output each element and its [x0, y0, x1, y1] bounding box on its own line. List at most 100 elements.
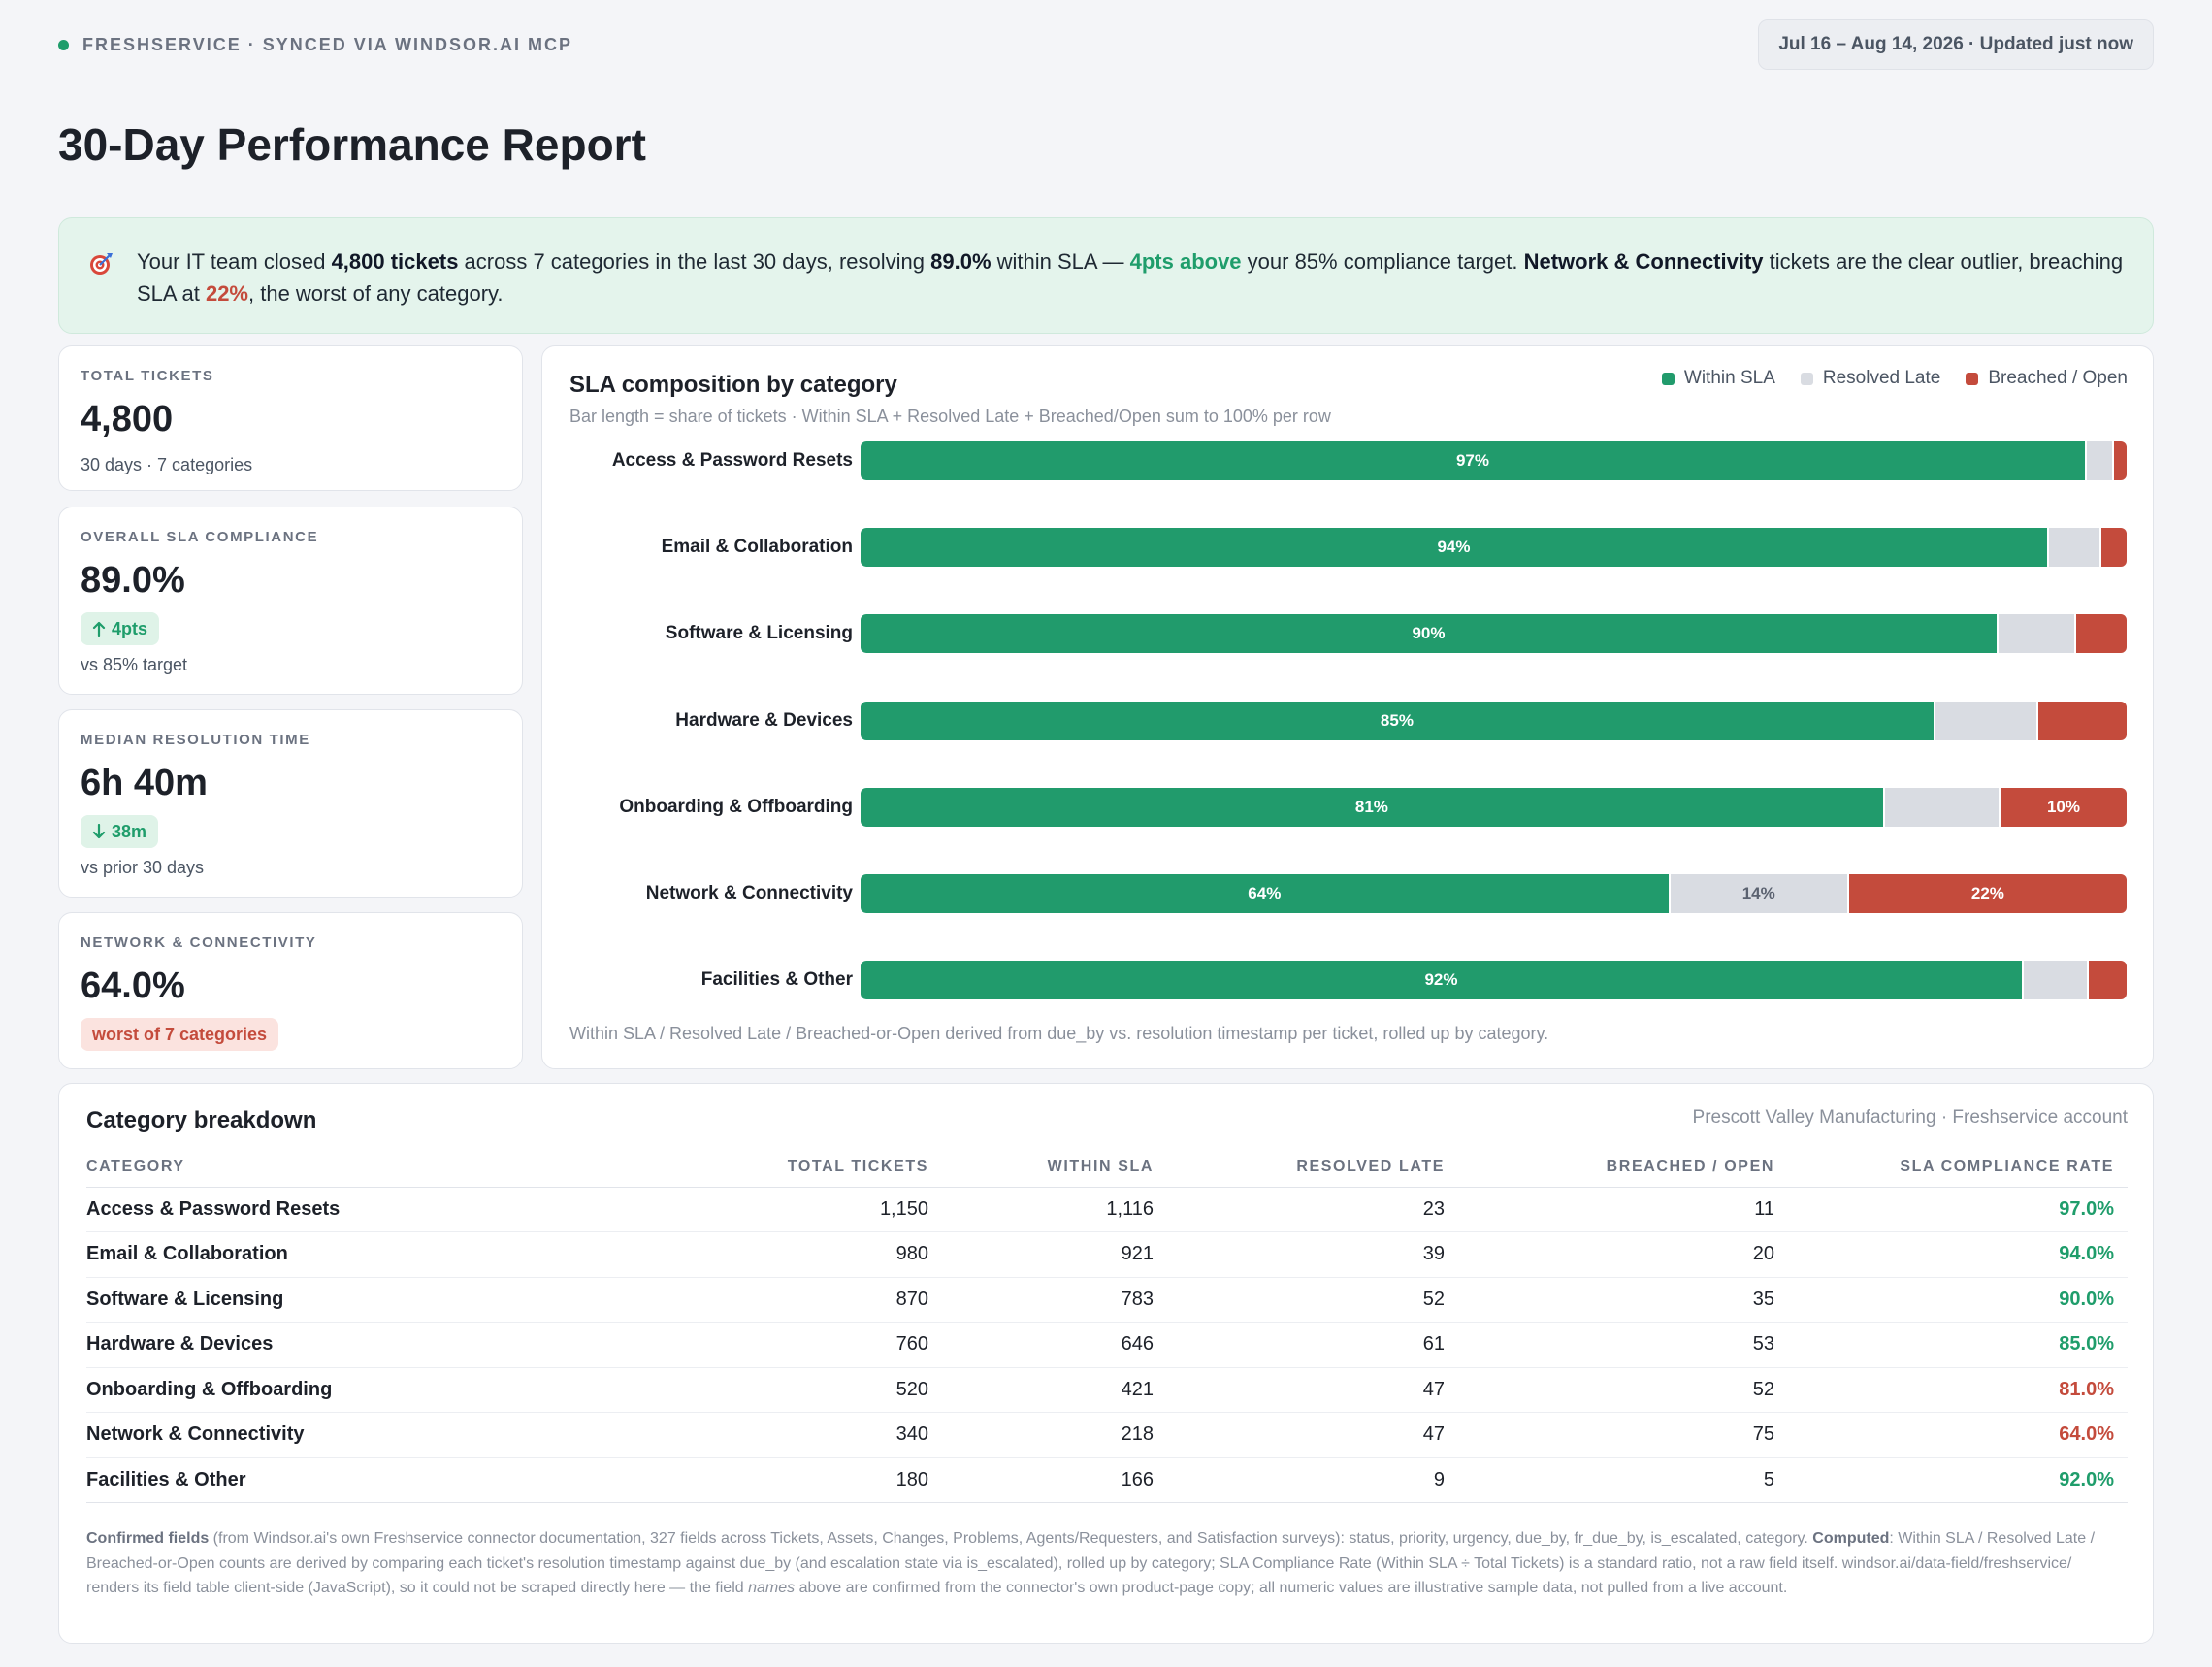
bar-segment-within[interactable]: 64% — [861, 874, 1669, 913]
bar-row: Access & Password Resets 97% — [542, 441, 2153, 480]
top-bar: FRESHSERVICE · SYNCED VIA WINDSOR.AI MCP… — [58, 19, 2154, 72]
bar-segment-within[interactable]: 97% — [861, 441, 2085, 480]
category-label: Network & Connectivity — [645, 883, 853, 903]
category-breakdown-table: CATEGORY TOTAL TICKETS WITHIN SLA RESOLV… — [86, 1148, 2128, 1503]
chart-subtitle: Bar length = share of tickets · Within S… — [569, 407, 1331, 426]
numeric-cell: 23 — [1167, 1187, 1458, 1232]
legend-item: Breached / Open — [1966, 368, 2128, 389]
table-row[interactable]: Facilities & Other 180 166 9 5 92.0% — [86, 1457, 2128, 1503]
bar-segment-within[interactable]: 81% — [861, 787, 1883, 827]
numeric-cell: 47 — [1167, 1412, 1458, 1458]
bar-segment-within[interactable]: 85% — [861, 701, 1934, 740]
data-notes: Confirmed fields (from Windsor.ai's own … — [86, 1530, 2096, 1596]
sync-source: FRESHSERVICE · SYNCED VIA WINDSOR.AI MCP — [58, 35, 572, 55]
bar-row: Email & Collaboration 94% — [542, 528, 2153, 568]
category-cell: Hardware & Devices — [86, 1322, 591, 1368]
table-row[interactable]: Hardware & Devices 760 646 61 53 85.0% — [86, 1322, 2128, 1368]
column-header[interactable]: BREACHED / OPEN — [1458, 1148, 1788, 1188]
date-range-badge[interactable]: Jul 16 – Aug 14, 2026 · Updated just now — [1758, 19, 2154, 70]
bar-segment-late[interactable] — [2048, 528, 2099, 568]
bar-segment-breach[interactable] — [2075, 614, 2127, 654]
category-cell: Access & Password Resets — [86, 1187, 591, 1232]
bar-segment-within[interactable]: 94% — [861, 528, 2047, 568]
compliance-rate-cell: 64.0% — [1788, 1412, 2128, 1458]
kpi-label: NETWORK & CONNECTIVITY — [81, 934, 317, 951]
numeric-cell: 760 — [591, 1322, 942, 1368]
numeric-cell: 166 — [942, 1457, 1167, 1503]
kpi-label: MEDIAN RESOLUTION TIME — [81, 732, 310, 748]
bar-segment-within[interactable]: 92% — [861, 961, 2022, 1000]
category-label: Access & Password Resets — [611, 450, 853, 471]
column-header[interactable]: SLA COMPLIANCE RATE — [1788, 1148, 2128, 1188]
sla-composition-chart: SLA composition by category Bar length =… — [541, 345, 2154, 1069]
stacked-bar[interactable]: 81% 10% — [861, 787, 2127, 827]
bar-segment-breach[interactable]: 10% — [2000, 787, 2127, 827]
numeric-cell: 20 — [1458, 1231, 1788, 1278]
bar-segment-late[interactable] — [2023, 961, 2087, 1000]
bar-segment-late[interactable] — [1935, 701, 2036, 740]
numeric-cell: 1,150 — [591, 1187, 942, 1232]
column-header[interactable]: WITHIN SLA — [942, 1148, 1167, 1188]
numeric-cell: 421 — [942, 1367, 1167, 1413]
legend-swatch — [1661, 372, 1675, 385]
summary-text: Your IT team closed 4,800 tickets across… — [137, 249, 2124, 306]
stacked-bar[interactable]: 94% — [861, 528, 2127, 568]
sla-rate-highlight: 89.0% — [930, 249, 992, 274]
numeric-cell: 520 — [591, 1367, 942, 1413]
numeric-cell: 340 — [591, 1412, 942, 1458]
bar-segment-late[interactable] — [2086, 441, 2112, 480]
kpi-subtext: 30 days · 7 categories — [81, 455, 253, 474]
stacked-bar[interactable]: 85% — [861, 701, 2127, 740]
column-header[interactable]: TOTAL TICKETS — [591, 1148, 942, 1188]
stacked-bar[interactable]: 92% — [861, 961, 2127, 1000]
compliance-rate-cell: 94.0% — [1788, 1231, 2128, 1278]
numeric-cell: 75 — [1458, 1412, 1788, 1458]
numeric-cell: 39 — [1167, 1231, 1458, 1278]
column-header[interactable]: RESOLVED LATE — [1167, 1148, 1458, 1188]
table-row[interactable]: Network & Connectivity 340 218 47 75 64.0% — [86, 1412, 2128, 1458]
numeric-cell: 870 — [591, 1277, 942, 1323]
stacked-bar[interactable]: 64% 14% 22% — [861, 874, 2127, 913]
numeric-cell: 921 — [942, 1231, 1167, 1278]
sync-status-dot-icon — [58, 40, 69, 50]
numeric-cell: 52 — [1458, 1367, 1788, 1413]
stacked-bar[interactable]: 97% — [861, 441, 2127, 480]
sync-source-label: FRESHSERVICE · SYNCED VIA WINDSOR.AI MCP — [82, 35, 573, 54]
bar-row: Software & Licensing 90% — [542, 614, 2153, 654]
category-label: Onboarding & Offboarding — [619, 796, 853, 817]
table-row[interactable]: Access & Password Resets 1,150 1,116 23 11 97… — [86, 1187, 2128, 1232]
table-row[interactable]: Software & Licensing 870 783 52 35 90.0% — [86, 1277, 2128, 1323]
legend-swatch — [1800, 372, 1813, 385]
bar-segment-late[interactable]: 14% — [1670, 874, 1847, 913]
compliance-rate-cell: 85.0% — [1788, 1322, 2128, 1368]
table-row[interactable]: Onboarding & Offboarding 520 421 47 52 81.0% — [86, 1367, 2128, 1413]
table-row[interactable]: Email & Collaboration 980 921 39 20 94.0% — [86, 1231, 2128, 1278]
bar-segment-late[interactable] — [1884, 787, 1999, 827]
bar-segment-breach[interactable]: 22% — [1848, 874, 2127, 913]
compliance-rate-cell: 81.0% — [1788, 1367, 2128, 1413]
category-cell: Facilities & Other — [86, 1457, 591, 1503]
stacked-bar[interactable]: 90% — [861, 614, 2127, 654]
column-header[interactable]: CATEGORY — [86, 1148, 591, 1188]
kpi-value: 6h 40m — [81, 763, 208, 803]
category-label: Facilities & Other — [700, 969, 853, 991]
bar-segment-breach[interactable] — [2088, 961, 2127, 1000]
compliance-rate-cell: 90.0% — [1788, 1277, 2128, 1323]
kpi-label: TOTAL TICKETS — [81, 368, 214, 384]
bar-segment-late[interactable] — [1998, 614, 2074, 654]
bar-segment-breach[interactable] — [2100, 528, 2127, 568]
table-header-row: CATEGORY TOTAL TICKETS WITHIN SLA RESOLV… — [86, 1148, 2128, 1188]
numeric-cell: 783 — [942, 1277, 1167, 1323]
bar-segment-breach[interactable] — [2037, 701, 2127, 740]
bar-segment-breach[interactable] — [2113, 441, 2127, 480]
kpi-card-median-resolution: MEDIAN RESOLUTION TIME 6h 40m 38m vs pri… — [58, 709, 523, 898]
bar-segment-within[interactable]: 90% — [861, 614, 1997, 654]
target-icon — [90, 253, 113, 275]
bar-row: Facilities & Other 92% — [542, 961, 2153, 1000]
delta-chip: 38m — [81, 815, 159, 848]
numeric-cell: 980 — [591, 1231, 942, 1278]
arrow-down-icon — [92, 824, 106, 839]
numeric-cell: 9 — [1167, 1457, 1458, 1503]
kpi-card-total-tickets: TOTAL TICKETS 4,800 30 days · 7 categori… — [58, 345, 523, 491]
category-cell: Email & Collaboration — [86, 1231, 591, 1278]
